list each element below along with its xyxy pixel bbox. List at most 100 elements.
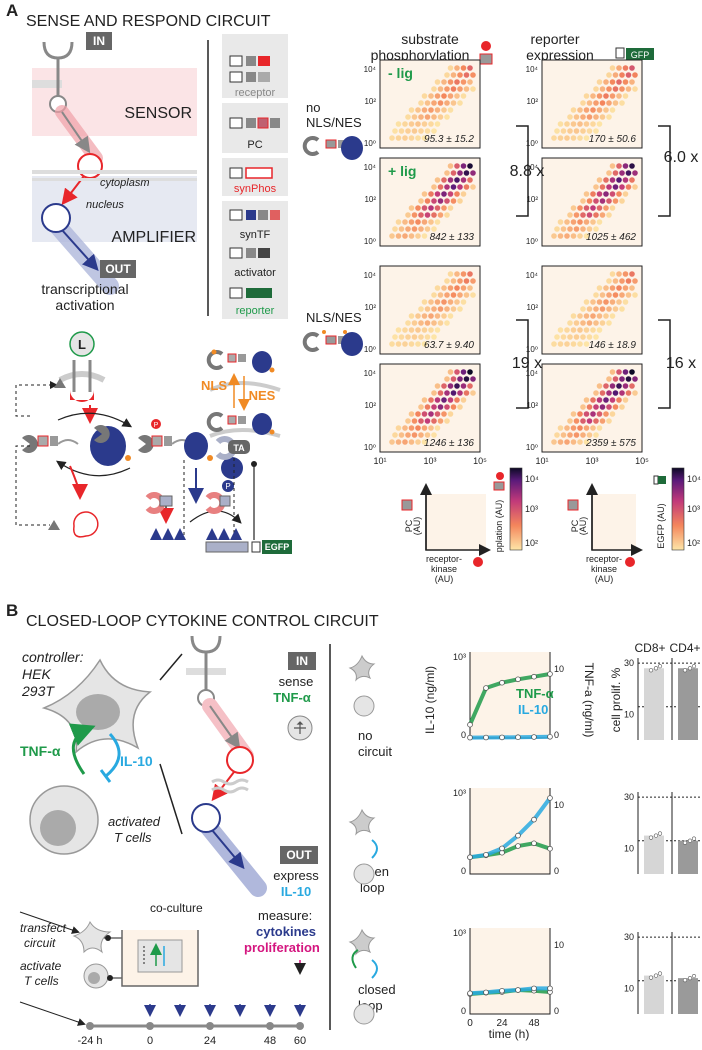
data-point xyxy=(547,733,553,740)
bar-chart-3: 30 10 xyxy=(624,932,702,1014)
hexbin-cell xyxy=(606,292,612,298)
col-header-1-line1: substrate xyxy=(401,31,459,47)
hexbin-cell xyxy=(583,219,590,225)
scheme-2-ylabel-2: (AU) xyxy=(578,517,588,536)
hexbin-cell xyxy=(460,163,467,169)
replicate-dot xyxy=(657,664,663,669)
scheme-2-ylabel-1: PC xyxy=(570,519,580,532)
hexbin-cell xyxy=(415,121,421,127)
hexbin-cell xyxy=(603,313,609,319)
plot-value-r2c1: 842 ± 133 xyxy=(430,232,475,243)
hexbin-cell xyxy=(583,107,590,113)
hexbin-cell xyxy=(590,205,596,211)
hexbin-cell xyxy=(619,376,625,382)
hexbin-cell xyxy=(447,65,454,71)
ytick-label: 10⁰ xyxy=(526,237,538,246)
hexbin-cell xyxy=(557,341,564,347)
hexbin-cell xyxy=(590,93,596,99)
hexbin-cell xyxy=(606,390,612,396)
hexbin-cell xyxy=(470,278,476,284)
hexbin-cell xyxy=(599,198,606,204)
promoter-icon xyxy=(615,47,625,59)
hexbin-cell xyxy=(577,233,583,239)
hexbin-cell xyxy=(616,271,622,277)
hexbin-cell xyxy=(599,320,606,326)
sense-target: TNF-α xyxy=(273,690,311,705)
hexbin-cell xyxy=(447,397,454,403)
hexbin-cell xyxy=(437,198,444,204)
bar-tick-label: 10 xyxy=(624,843,634,853)
hexbin-cell xyxy=(402,135,408,141)
hexbin-cell xyxy=(590,313,596,319)
hexbin-cell xyxy=(444,418,450,424)
hexbin-cell xyxy=(457,404,463,410)
hexbin-cell xyxy=(577,425,583,431)
hexbin-cell xyxy=(450,292,457,298)
hexbin-plot-r3c2: 146 ± 18.9 10⁴ 10² 10⁰ xyxy=(526,265,643,355)
prolif-axis-label: cell prolif. % xyxy=(609,667,623,732)
hexbin-cell xyxy=(434,177,441,183)
hexbin-cell xyxy=(431,404,437,410)
x-tick-label: 0 xyxy=(467,1018,473,1029)
colorbar-1-tick-2: 10³ xyxy=(525,504,538,514)
hexbin-cell xyxy=(609,285,616,291)
left-tick-zero: 0 xyxy=(461,730,466,740)
hexbin-cell xyxy=(612,390,619,396)
hexbin-cell xyxy=(415,425,421,431)
hexbin-cell xyxy=(402,219,408,225)
line-chart-1: 10³ 0 10 0 xyxy=(453,652,564,741)
hexbin-cell xyxy=(573,212,580,218)
hexbin-cell xyxy=(560,128,567,134)
hexbin-cell xyxy=(444,278,450,284)
hexbin-cell xyxy=(411,212,418,218)
hexbin-cell xyxy=(599,114,606,120)
hexbin-cell xyxy=(418,128,424,134)
panel-a-title: SENSE AND RESPOND CIRCUIT xyxy=(26,13,271,30)
hexbin-cell xyxy=(392,432,398,438)
hexbin-cell xyxy=(460,299,467,305)
ytick-label: 10² xyxy=(526,303,538,312)
hexbin-cell xyxy=(609,271,616,277)
hexbin-cell xyxy=(554,226,560,232)
scheme-1-xlabel-1: receptor- xyxy=(426,554,462,564)
hexbin-cell xyxy=(570,219,577,225)
chart-area xyxy=(470,788,550,874)
gfp-box xyxy=(626,48,654,60)
replicate-dot xyxy=(648,668,654,673)
hexbin-cell xyxy=(622,299,629,305)
hexbin-cell xyxy=(593,128,599,134)
data-point xyxy=(515,832,521,839)
hexbin-cell xyxy=(616,65,622,71)
hexbin-cell xyxy=(609,177,616,183)
ytick-label: 10⁴ xyxy=(364,271,377,280)
hexbin-cell xyxy=(444,114,450,120)
hexbin-cell xyxy=(431,334,437,340)
chart-area xyxy=(470,928,550,1014)
hexbin-cell xyxy=(596,93,603,99)
hexbin-cell xyxy=(557,439,564,445)
hexbin-cell xyxy=(441,205,447,211)
hexbin-cell xyxy=(408,219,415,225)
hexbin-cell xyxy=(632,86,638,92)
row-group-1-line2: NLS/NES xyxy=(306,115,362,130)
legend-il10: IL-10 xyxy=(518,702,548,717)
replicate-dot xyxy=(657,971,663,976)
hexbin-cell xyxy=(460,285,467,291)
hexbin-cell xyxy=(408,107,415,113)
hexbin-cell xyxy=(609,93,616,99)
time-axis-label: time (h) xyxy=(489,1027,530,1041)
hexbin-cell xyxy=(629,383,635,389)
hexbin-cell xyxy=(570,205,577,211)
hexbin-cell xyxy=(596,177,603,183)
data-point xyxy=(483,989,489,996)
hexbin-cell xyxy=(583,121,590,127)
hexbin-cell xyxy=(573,418,580,424)
fold-change-4: 16 x xyxy=(666,355,696,372)
hexbin-cell xyxy=(570,107,577,113)
hexbin-cell xyxy=(450,306,457,312)
replicate-dot xyxy=(657,831,663,836)
hexbin-cell xyxy=(567,226,573,232)
hexbin-cell xyxy=(606,212,612,218)
controller-circuit-diagram: IN sense TNF-α OUT express IL-10 xyxy=(186,635,319,899)
hexbin-cell xyxy=(450,390,457,396)
